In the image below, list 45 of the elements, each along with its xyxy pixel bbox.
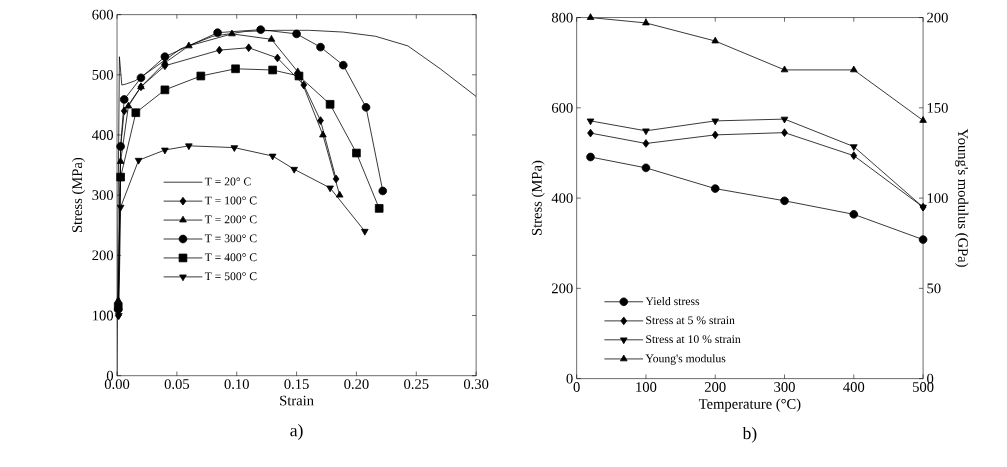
y-tick-label: 500 [92,69,114,80]
x-tick-label: 500 [913,381,934,392]
x-tick-label: 300 [774,381,795,392]
y2-tick-label: 100 [927,192,948,203]
x-tick-label: 400 [843,381,865,392]
y-tick-label: 400 [551,192,573,203]
x-axis-title: Temperature (°C) [698,398,801,412]
x-tick-label: 0.15 [284,378,309,389]
legend-label: T = 500° C [204,272,257,280]
x-axis-title: Strain [280,395,314,406]
legend-label: Stress at 5 % strain [646,316,735,324]
y-tick-label: 800 [551,12,573,23]
y2-tick-label: 200 [927,12,948,23]
x-tick-label: 0.10 [224,378,249,389]
x-tick-label: 0.20 [344,378,369,389]
y-tick-label: 600 [551,102,573,113]
x-tick-label: 0.25 [404,378,429,389]
legend-label: T = 20° C [204,177,251,186]
x-tick-label: 200 [704,381,726,392]
text: b) [742,426,757,443]
x-tick-label: 0 [573,381,580,392]
y-tick-label: 100 [93,310,114,321]
legend-label: Young's modulus [645,353,726,365]
y2-tick-label: 50 [927,283,941,294]
y2-tick-label: 150 [927,102,948,113]
y-axis-title: Stress (MPa) [531,160,545,235]
y-tick-label: 200 [551,283,573,294]
y-axis-title: Stress (MPa) [71,157,86,232]
y-tick-label: 600 [92,9,114,20]
legend-label: T = 200° C [204,215,257,224]
y2-axis-title: Young's modulus (GPa) [955,128,969,267]
x-tick-label: 100 [636,381,657,392]
x-tick-label: 0.00 [104,378,130,389]
legend-label: T = 300° C [204,234,257,243]
text: a) [290,423,303,440]
legend-label: Yield stress [645,296,700,305]
legend-label: T = 100° C [204,196,257,205]
y-tick-label: 200 [92,250,114,261]
legend-label: T = 400° C [204,253,257,261]
x-tick-label: 0.05 [164,378,190,389]
y-tick-label: 400 [92,129,114,140]
y-tick-label: 0 [106,370,114,381]
x-tick-label: 0.30 [463,378,489,389]
y-tick-label: 300 [92,190,114,200]
legend-label: Stress at 10 % strain [646,335,741,343]
